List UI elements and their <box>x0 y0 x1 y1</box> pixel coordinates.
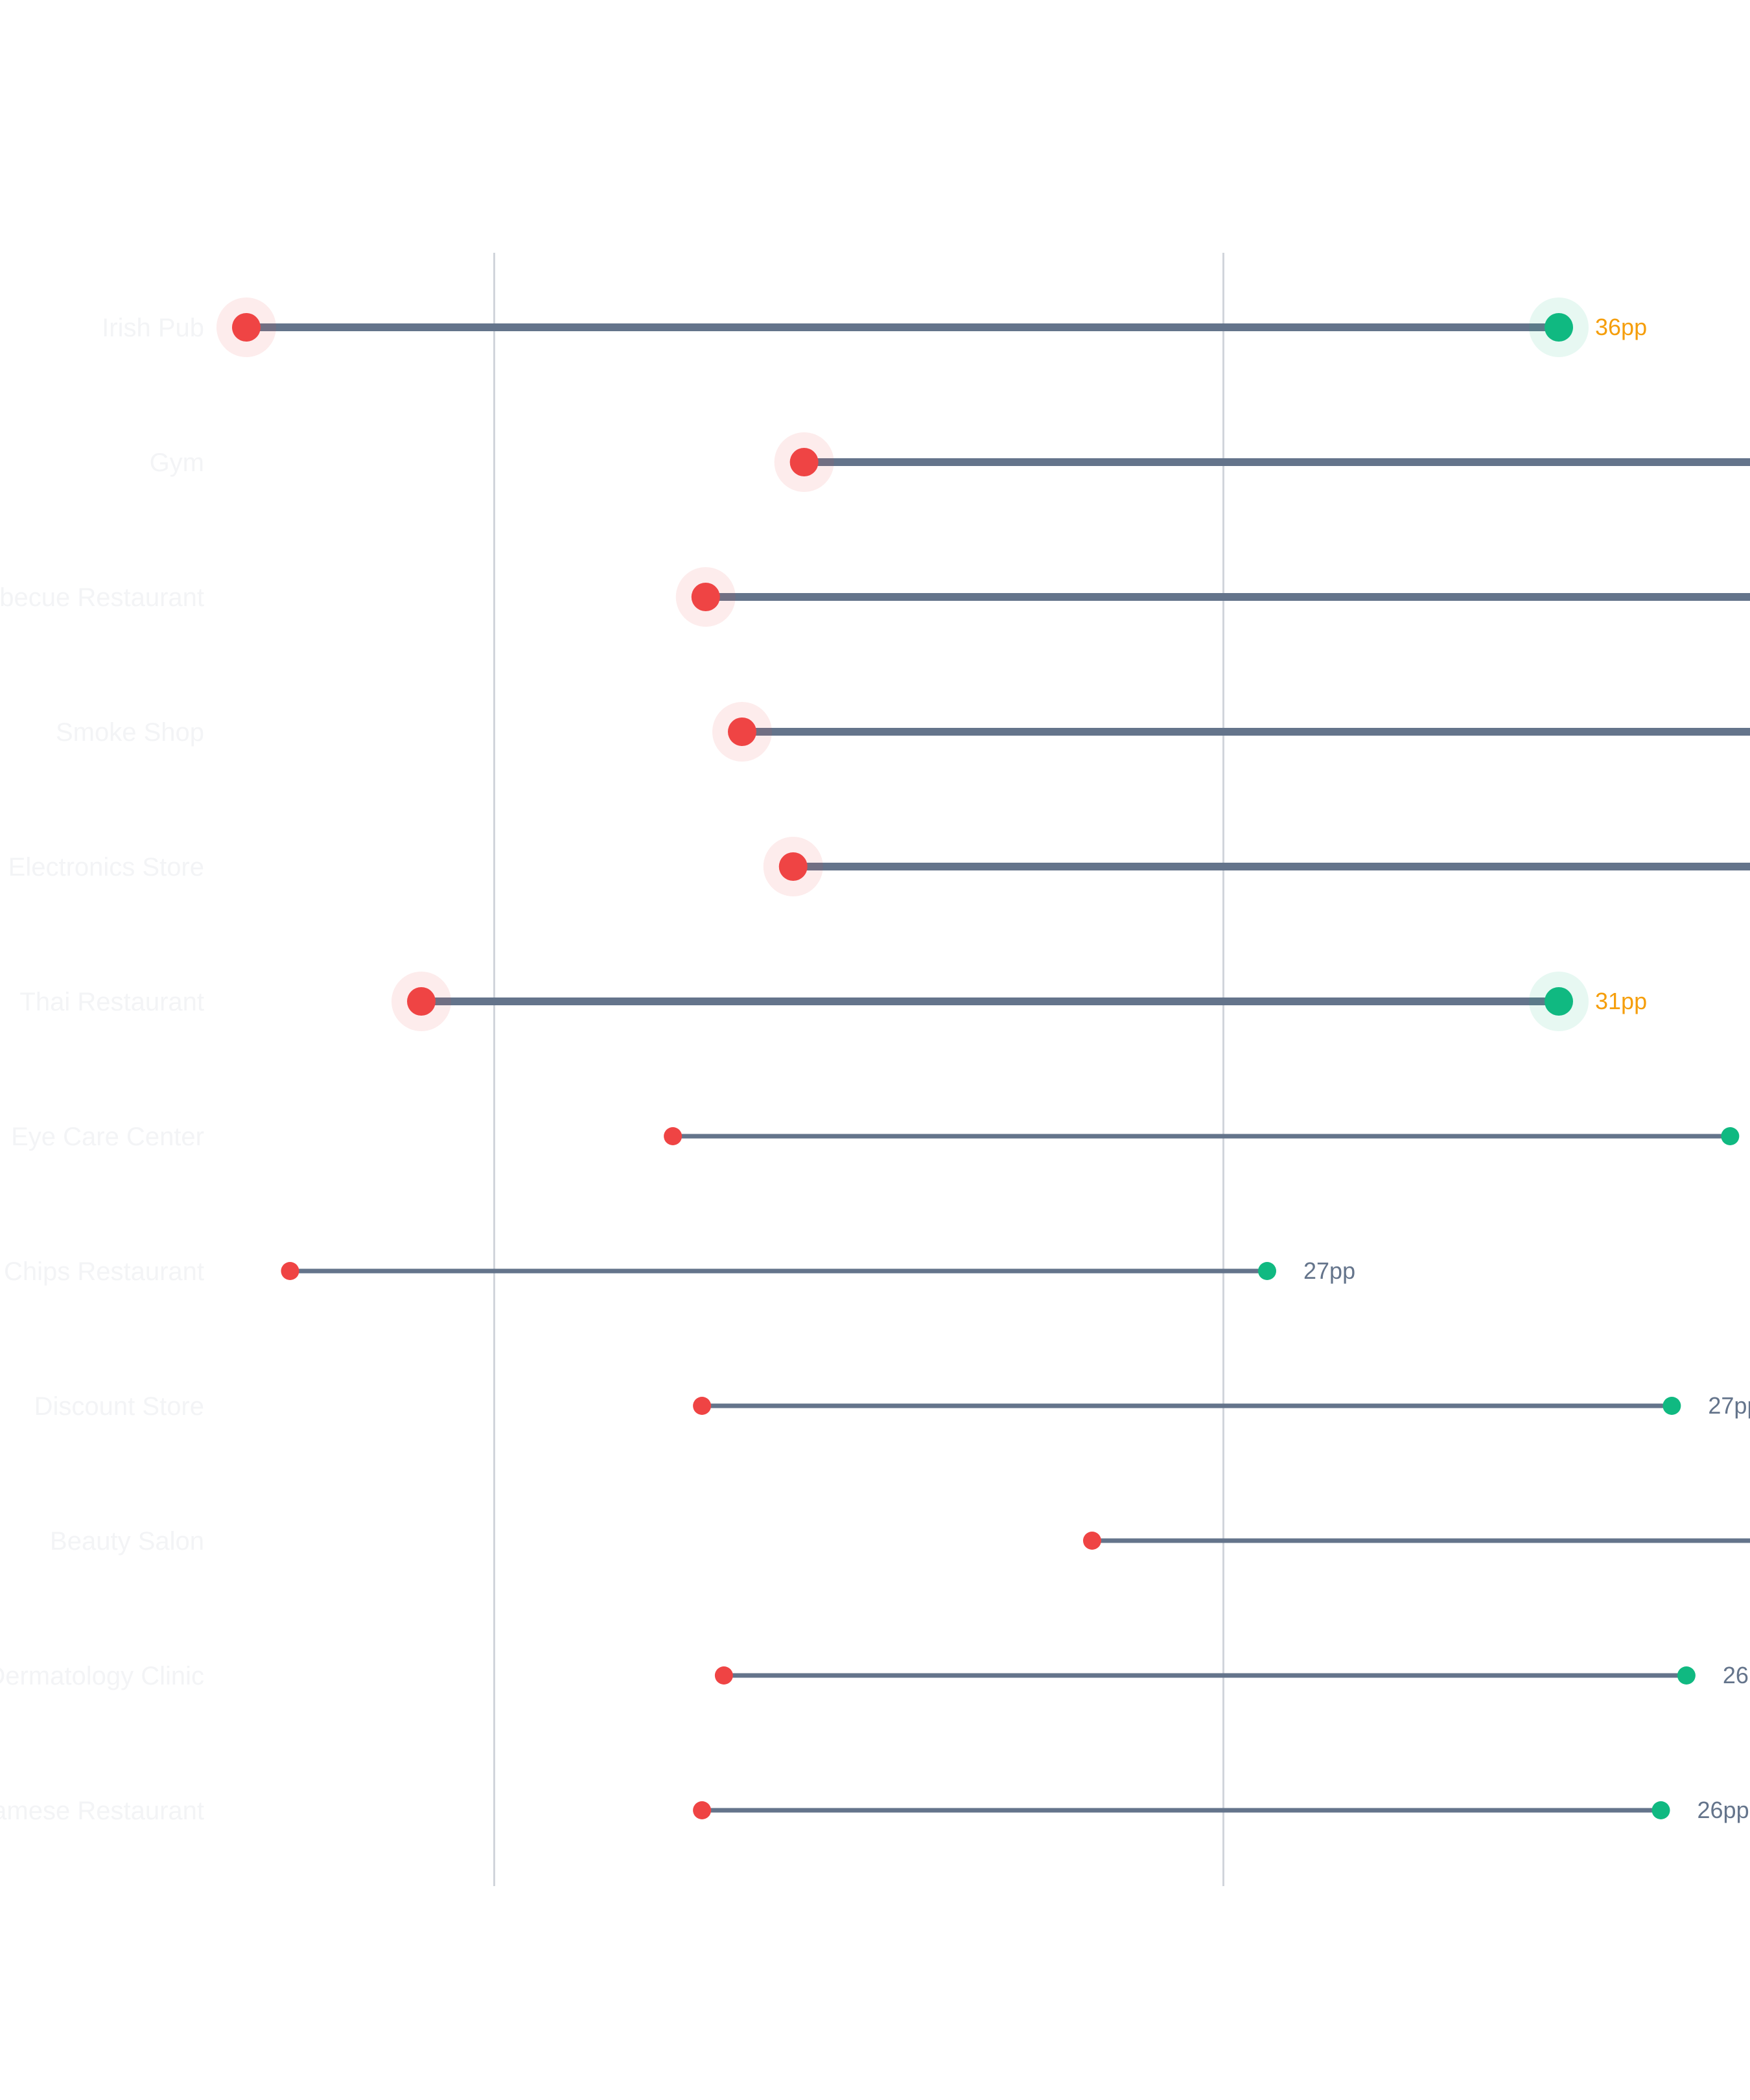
gap-label: 26pp <box>1723 1662 1750 1688</box>
start-dot <box>691 583 720 611</box>
start-dot <box>232 313 261 342</box>
start-dot <box>1083 1532 1101 1550</box>
start-dot <box>728 718 756 746</box>
gap-label: 36pp <box>1595 314 1647 340</box>
category-label: Dermatology Clinic <box>0 1662 204 1690</box>
category-label: Beauty Salon <box>50 1527 204 1556</box>
start-dot <box>281 1262 299 1280</box>
category-label: Gym <box>150 449 204 477</box>
category-label: Eye Care Center <box>11 1123 204 1151</box>
category-label: Smoke Shop <box>56 718 204 747</box>
category-label: Irish Pub <box>102 314 204 342</box>
gap-label: 27pp <box>1303 1257 1355 1284</box>
end-dot <box>1662 1397 1681 1415</box>
category-label: Fish & Chips Restaurant <box>0 1257 204 1286</box>
start-dot <box>789 448 819 476</box>
end-dot <box>1721 1127 1740 1145</box>
end-dot <box>1545 313 1573 342</box>
end-dot <box>1651 1801 1670 1819</box>
category-label: Barbecue Restaurant <box>0 583 204 612</box>
category-label: Electronics Store <box>8 853 204 881</box>
start-dot <box>714 1666 733 1685</box>
start-dot <box>407 987 436 1016</box>
end-dot <box>1545 987 1573 1016</box>
category-label: Vietnamese Restaurant <box>0 1797 204 1825</box>
gap-label: 27pp <box>1708 1392 1750 1419</box>
start-dot <box>778 852 808 881</box>
end-dot <box>1677 1666 1696 1685</box>
end-dot <box>1258 1262 1276 1280</box>
start-dot <box>693 1801 712 1819</box>
category-label: Thai Restaurant <box>19 988 204 1016</box>
category-label: Discount Store <box>34 1392 204 1421</box>
gap-label: 31pp <box>1595 988 1647 1014</box>
start-dot <box>693 1397 712 1415</box>
start-dot <box>664 1127 682 1145</box>
gap-label: 26pp <box>1698 1797 1749 1823</box>
